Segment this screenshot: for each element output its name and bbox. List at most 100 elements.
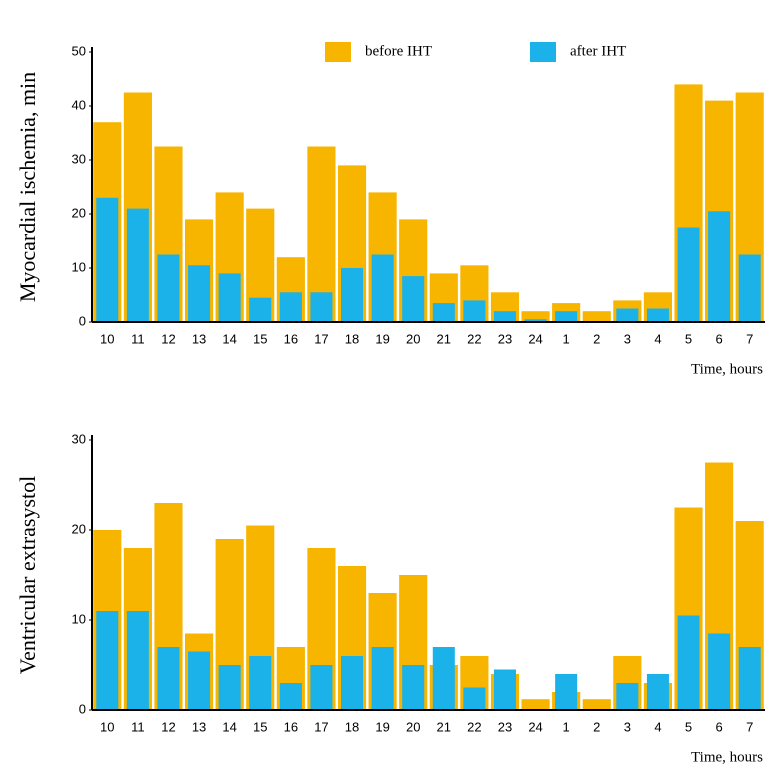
bar	[555, 674, 578, 710]
x-tick-label: 16	[284, 331, 298, 346]
bar	[708, 633, 731, 710]
y-axis-title: Myocardial ischemia, min	[15, 72, 40, 302]
y-tick-label: 0	[79, 313, 86, 328]
x-tick-label: 6	[715, 719, 722, 734]
bar	[738, 647, 761, 710]
bar	[646, 674, 669, 710]
x-tick-label: 23	[498, 331, 512, 346]
bar	[582, 699, 611, 710]
bar	[402, 665, 425, 710]
y-tick-label: 20	[72, 205, 86, 220]
x-tick-label: 4	[654, 331, 661, 346]
y-tick-label: 0	[79, 701, 86, 716]
bar	[218, 273, 241, 322]
y-tick-label: 10	[72, 259, 86, 274]
bar	[555, 311, 578, 322]
bar	[341, 268, 364, 322]
bar	[708, 211, 731, 322]
x-axis-title: Time, hours	[691, 361, 763, 377]
bar	[402, 276, 425, 322]
legend-label: after IHT	[570, 43, 626, 59]
bar	[341, 656, 364, 710]
x-tick-label: 21	[437, 331, 451, 346]
y-tick-label: 10	[72, 611, 86, 626]
bar	[371, 254, 394, 322]
y-tick-label: 50	[72, 43, 86, 58]
x-axis-title: Time, hours	[691, 749, 763, 765]
x-tick-label: 15	[253, 719, 267, 734]
x-tick-label: 21	[437, 719, 451, 734]
x-tick-label: 2	[593, 331, 600, 346]
bar	[96, 611, 119, 710]
bar	[188, 265, 211, 322]
bar	[157, 647, 180, 710]
bar	[463, 687, 486, 710]
x-tick-label: 12	[161, 719, 175, 734]
bar	[188, 651, 211, 710]
x-tick-label: 23	[498, 719, 512, 734]
x-tick-label: 13	[192, 719, 206, 734]
x-tick-label: 1	[563, 719, 570, 734]
x-tick-label: 10	[100, 331, 114, 346]
x-tick-label: 19	[375, 719, 389, 734]
bar	[616, 308, 639, 322]
x-tick-label: 17	[314, 719, 328, 734]
x-tick-label: 24	[528, 331, 542, 346]
x-tick-label: 18	[345, 719, 359, 734]
x-tick-label: 11	[131, 331, 145, 346]
legend-swatch	[325, 42, 351, 62]
bar	[96, 197, 119, 322]
bar	[432, 303, 455, 322]
x-tick-label: 14	[222, 719, 236, 734]
y-tick-label: 40	[72, 97, 86, 112]
bar	[646, 308, 669, 322]
x-tick-label: 22	[467, 719, 481, 734]
x-tick-label: 18	[345, 331, 359, 346]
x-tick-label: 24	[528, 719, 542, 734]
bar	[249, 297, 272, 322]
x-tick-label: 13	[192, 331, 206, 346]
x-tick-label: 5	[685, 719, 692, 734]
x-tick-label: 5	[685, 331, 692, 346]
bar	[279, 292, 302, 322]
bar	[521, 699, 550, 710]
x-tick-label: 16	[284, 719, 298, 734]
x-tick-label: 1	[563, 331, 570, 346]
x-tick-label: 20	[406, 331, 420, 346]
x-tick-label: 3	[624, 331, 631, 346]
bar	[582, 311, 611, 322]
legend-label: before IHT	[365, 43, 432, 59]
y-tick-label: 20	[72, 521, 86, 536]
x-tick-label: 7	[746, 719, 753, 734]
x-tick-label: 15	[253, 331, 267, 346]
x-tick-label: 10	[100, 719, 114, 734]
x-tick-label: 22	[467, 331, 481, 346]
y-tick-label: 30	[72, 431, 86, 446]
bar	[310, 292, 333, 322]
x-tick-label: 4	[654, 719, 661, 734]
bar	[279, 683, 302, 710]
bar	[524, 319, 547, 322]
bar	[616, 683, 639, 710]
bar	[677, 615, 700, 710]
bar	[371, 647, 394, 710]
x-tick-label: 20	[406, 719, 420, 734]
x-tick-label: 6	[715, 331, 722, 346]
bar	[521, 311, 550, 322]
bar	[463, 300, 486, 322]
y-axis-title: Ventricular extrasystol	[15, 476, 40, 675]
x-tick-label: 11	[131, 719, 145, 734]
bar	[493, 311, 516, 322]
bar	[493, 669, 516, 710]
bar	[157, 254, 180, 322]
x-tick-label: 17	[314, 331, 328, 346]
legend-swatch	[530, 42, 556, 62]
bar	[218, 665, 241, 710]
x-tick-label: 12	[161, 331, 175, 346]
x-tick-label: 2	[593, 719, 600, 734]
x-tick-label: 14	[222, 331, 236, 346]
bar	[126, 611, 149, 710]
bar	[249, 656, 272, 710]
bar	[432, 647, 455, 710]
